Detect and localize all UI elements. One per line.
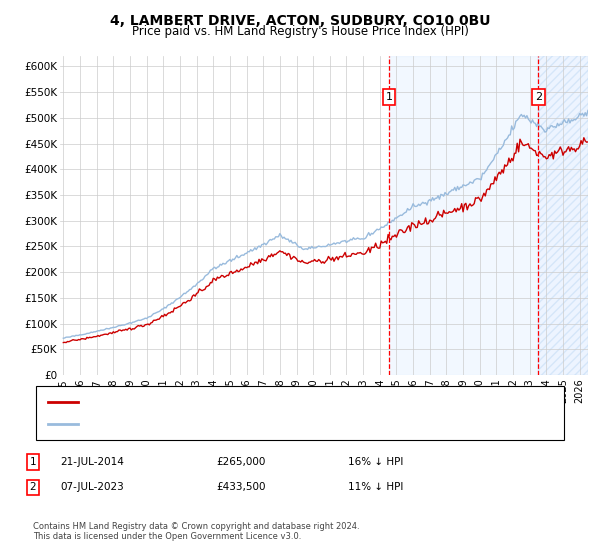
Text: 1: 1 xyxy=(385,92,392,102)
Text: 4, LAMBERT DRIVE, ACTON, SUDBURY, CO10 0BU (detached house): 4, LAMBERT DRIVE, ACTON, SUDBURY, CO10 0… xyxy=(87,398,437,407)
Text: 21-JUL-2014: 21-JUL-2014 xyxy=(60,457,124,467)
Text: Price paid vs. HM Land Registry's House Price Index (HPI): Price paid vs. HM Land Registry's House … xyxy=(131,25,469,38)
Text: Contains HM Land Registry data © Crown copyright and database right 2024.
This d: Contains HM Land Registry data © Crown c… xyxy=(33,522,359,542)
Text: HPI: Average price, detached house, Babergh: HPI: Average price, detached house, Babe… xyxy=(87,419,324,428)
Text: £433,500: £433,500 xyxy=(216,482,265,492)
Text: £265,000: £265,000 xyxy=(216,457,265,467)
Bar xyxy=(389,56,538,375)
Text: 2: 2 xyxy=(29,482,37,492)
Text: 07-JUL-2023: 07-JUL-2023 xyxy=(60,482,124,492)
Text: 4, LAMBERT DRIVE, ACTON, SUDBURY, CO10 0BU: 4, LAMBERT DRIVE, ACTON, SUDBURY, CO10 0… xyxy=(110,14,490,28)
Text: 11% ↓ HPI: 11% ↓ HPI xyxy=(348,482,403,492)
Text: 2: 2 xyxy=(535,92,542,102)
Text: 16% ↓ HPI: 16% ↓ HPI xyxy=(348,457,403,467)
Text: 1: 1 xyxy=(29,457,37,467)
Bar xyxy=(538,56,588,375)
